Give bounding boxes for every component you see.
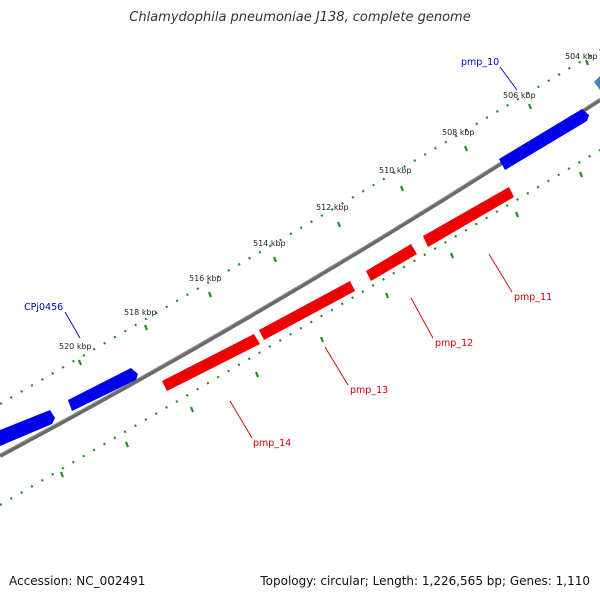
forward-genes <box>0 76 600 446</box>
inner-tick-ring <box>0 149 600 506</box>
major-tick <box>399 185 405 192</box>
leader-pmp-10 <box>499 66 518 91</box>
major-tick <box>319 336 325 343</box>
leader-pmp-14 <box>229 400 253 439</box>
tick-label: 506 kbp <box>503 91 536 100</box>
major-tick <box>578 171 584 178</box>
major-tick <box>336 221 342 228</box>
tick-label: 516 kbp <box>189 274 222 283</box>
gene-label-pmp-10[interactable]: pmp_10 <box>461 57 499 68</box>
genome-summary-text: Topology: circular; Length: 1,226,565 bp… <box>260 574 590 588</box>
reverse-gene-pmp-11[interactable] <box>423 187 514 247</box>
major-tick <box>463 145 469 152</box>
major-tick <box>384 292 390 299</box>
partial-gene-edge[interactable] <box>594 76 600 90</box>
forward-gene-left[interactable] <box>0 410 55 446</box>
major-tick <box>449 252 455 259</box>
leader-pmp-12 <box>410 297 434 339</box>
reverse-genes <box>162 187 514 391</box>
reverse-gene-pmp-13[interactable] <box>259 281 355 340</box>
leader-cpj0456 <box>64 311 81 339</box>
tick-label: 514 kbp <box>253 239 286 248</box>
major-tick <box>514 211 520 218</box>
major-ticks-outer <box>77 59 590 366</box>
map-title: Chlamydophila pneumoniae J138, complete … <box>129 10 471 25</box>
tick-label: 508 kbp <box>442 128 475 137</box>
major-ticks-inner <box>59 171 584 478</box>
major-tick <box>59 471 65 478</box>
major-tick <box>77 359 83 366</box>
accession-text: Accession: NC_002491 <box>9 574 146 588</box>
reverse-gene-pmp-12[interactable] <box>366 244 417 281</box>
gene-label-pmp-14[interactable]: pmp_14 <box>253 438 291 449</box>
major-tick <box>254 371 260 378</box>
major-tick <box>207 291 213 298</box>
tick-label: 510 kbp <box>379 166 412 175</box>
forward-gene-cpj0456[interactable] <box>68 368 138 411</box>
major-tick <box>584 59 590 66</box>
tick-label: 518 kbp <box>124 308 157 317</box>
tick-label: 512 kbp <box>316 203 349 212</box>
gene-label-pmp-12[interactable]: pmp_12 <box>435 338 473 349</box>
gene-label-pmp-11[interactable]: pmp_11 <box>514 292 552 303</box>
major-tick <box>189 406 195 413</box>
gene-label-pmp-13[interactable]: pmp_13 <box>350 385 388 396</box>
major-tick <box>124 441 130 448</box>
leader-pmp-13 <box>324 346 349 386</box>
major-tick <box>527 103 533 110</box>
reverse-gene-pmp-14[interactable] <box>162 334 260 391</box>
gene-label-cpj0456[interactable]: CPj0456 <box>24 302 63 313</box>
tick-label: 520 kbp <box>59 342 92 351</box>
tick-label: 504 kbp <box>565 52 598 61</box>
leader-pmp-11 <box>488 253 513 293</box>
forward-gene-pmp-10[interactable] <box>499 109 589 170</box>
label-leaders <box>64 66 518 439</box>
major-tick <box>143 324 149 331</box>
major-tick <box>272 256 278 263</box>
